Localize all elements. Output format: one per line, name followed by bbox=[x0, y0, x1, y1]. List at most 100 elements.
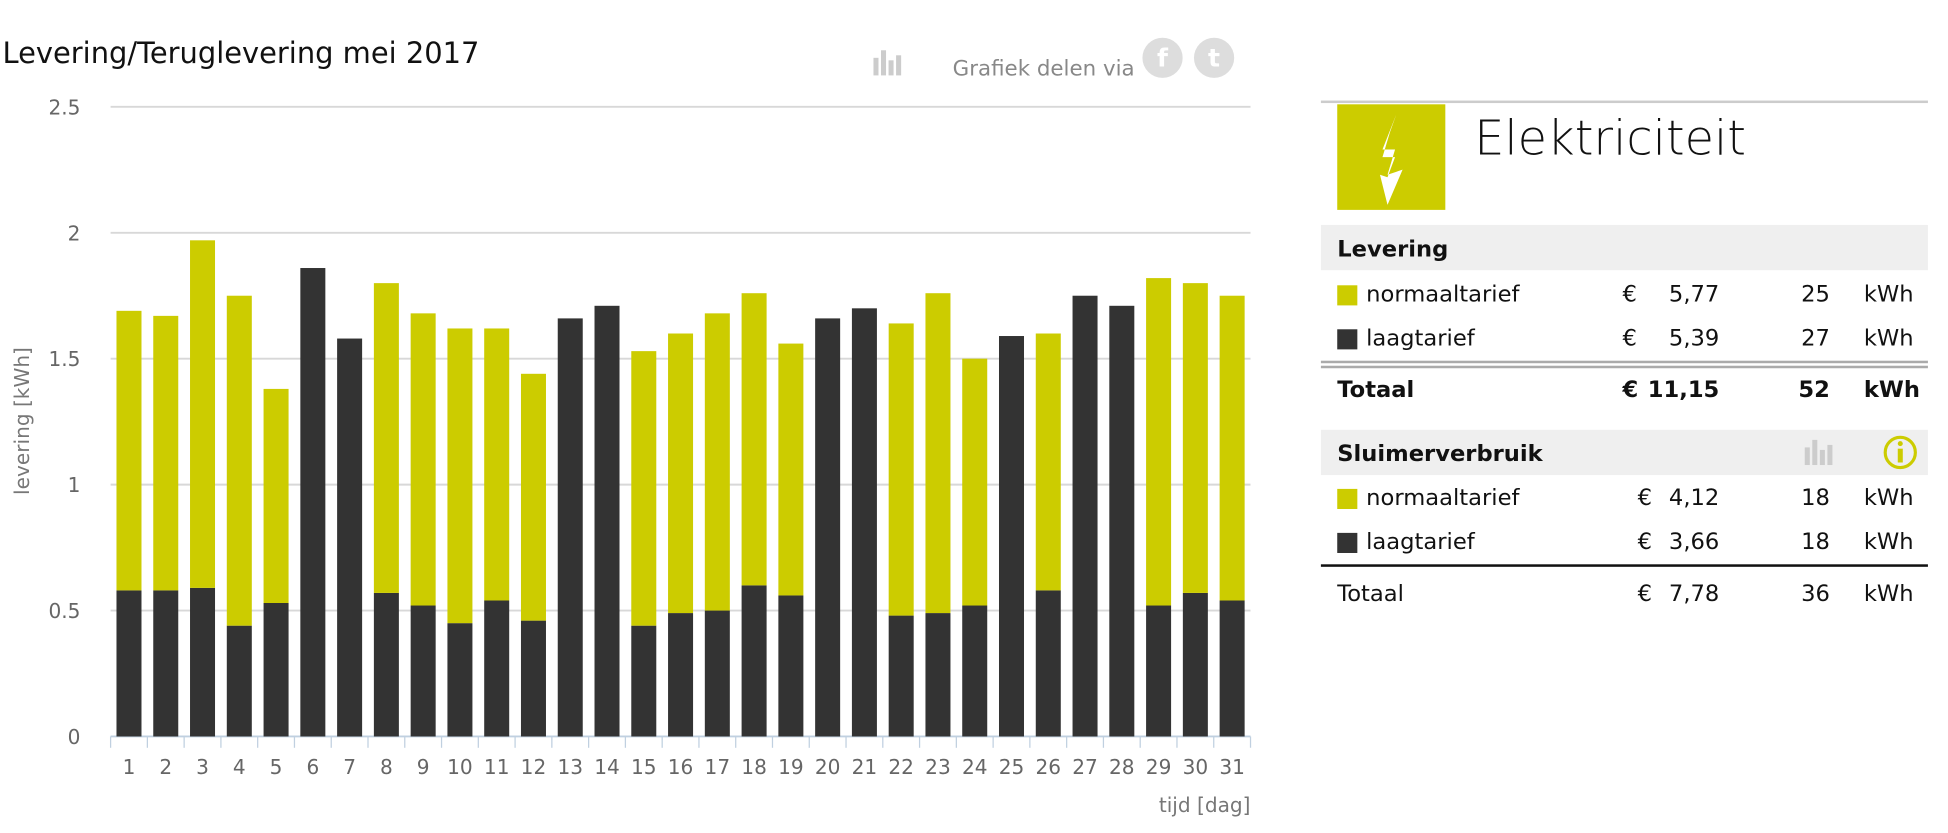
twitter-icon[interactable]: t bbox=[1193, 37, 1235, 78]
x-tick-label: 23 bbox=[925, 755, 951, 779]
bar-laagtarief bbox=[410, 605, 436, 737]
share-label: Grafiek delen via bbox=[952, 56, 1135, 82]
amount: 4,12 bbox=[1668, 485, 1720, 512]
x-tick-label: 27 bbox=[1072, 755, 1098, 779]
bar-normaaltarief bbox=[888, 323, 914, 616]
x-tick-label: 14 bbox=[594, 755, 620, 779]
sluimer-row-laag: laagtarief € 3,66 18 kWh bbox=[1321, 519, 1928, 562]
facebook-icon[interactable]: f bbox=[1142, 37, 1183, 78]
currency: € bbox=[1637, 485, 1653, 512]
bar-laagtarief bbox=[888, 615, 914, 737]
bar-laagtarief bbox=[447, 623, 473, 737]
bar-laagtarief bbox=[998, 336, 1025, 737]
bar-laagtarief bbox=[557, 318, 583, 737]
info-icon[interactable] bbox=[1883, 435, 1918, 470]
sluimer-heading: Sluimerverbruik bbox=[1320, 429, 1928, 476]
bar-laagtarief bbox=[1219, 600, 1245, 737]
x-tick-label: 22 bbox=[888, 755, 914, 779]
unit: kWh bbox=[1863, 580, 1914, 608]
bar-normaaltarief bbox=[153, 315, 179, 591]
bar-normaaltarief bbox=[631, 351, 657, 626]
legend-swatch bbox=[1337, 488, 1358, 510]
x-tick-label: 3 bbox=[196, 755, 209, 779]
bar-normaaltarief bbox=[190, 240, 216, 588]
bar-laagtarief bbox=[1146, 605, 1172, 737]
unit: kWh bbox=[1863, 377, 1920, 404]
bar-laagtarief bbox=[1035, 590, 1061, 737]
amount: 11,15 bbox=[1647, 377, 1720, 404]
bar-normaaltarief bbox=[704, 313, 730, 611]
x-tick-label: 15 bbox=[631, 755, 657, 779]
unit: kWh bbox=[1863, 281, 1914, 308]
bar-laagtarief bbox=[815, 318, 841, 737]
x-tick-label: 1 bbox=[123, 755, 136, 779]
x-tick-label: 17 bbox=[705, 755, 731, 779]
bar-normaaltarief bbox=[668, 333, 694, 614]
kwh: 18 bbox=[1801, 529, 1830, 556]
currency: € bbox=[1622, 281, 1637, 308]
divider bbox=[1320, 360, 1928, 369]
currency: € bbox=[1622, 377, 1639, 404]
bar-normaaltarief bbox=[778, 343, 804, 596]
bar-normaaltarief bbox=[447, 328, 473, 624]
x-tick-label: 30 bbox=[1183, 755, 1209, 779]
legend-swatch bbox=[1337, 329, 1358, 350]
x-tick-label: 25 bbox=[999, 755, 1025, 779]
y-tick-label: 0.5 bbox=[48, 599, 80, 623]
chart-icon[interactable] bbox=[871, 45, 904, 78]
x-tick-label: 19 bbox=[778, 755, 804, 779]
bar-laagtarief bbox=[668, 613, 694, 737]
bar-normaaltarief bbox=[373, 283, 399, 593]
x-tick-label: 13 bbox=[557, 755, 583, 779]
currency: € bbox=[1637, 529, 1653, 556]
bar-normaaltarief bbox=[520, 373, 546, 621]
chart-icon[interactable] bbox=[1802, 435, 1835, 468]
x-tick-label: 6 bbox=[306, 755, 319, 779]
x-tick-label: 18 bbox=[741, 755, 767, 779]
bar-laagtarief bbox=[631, 625, 657, 737]
bar-laagtarief bbox=[373, 592, 399, 737]
y-axis-label: levering [kWh] bbox=[10, 347, 34, 495]
bar-laagtarief bbox=[925, 613, 951, 737]
bar-laagtarief bbox=[1109, 305, 1135, 737]
bar-normaaltarief bbox=[410, 313, 436, 606]
row-label: Totaal bbox=[1337, 580, 1404, 608]
bar-laagtarief bbox=[851, 308, 877, 737]
bar-laagtarief bbox=[226, 625, 252, 737]
x-tick-label: 21 bbox=[852, 755, 878, 779]
bar-laagtarief bbox=[778, 595, 804, 737]
kwh: 18 bbox=[1801, 485, 1830, 512]
x-tick-label: 9 bbox=[417, 755, 430, 779]
levering-heading: Levering bbox=[1320, 224, 1928, 271]
sluimer-total: Totaal € 7,78 36 kWh bbox=[1321, 571, 1928, 614]
y-tick-label: 2 bbox=[68, 221, 81, 245]
currency: € bbox=[1622, 325, 1637, 352]
divider bbox=[1320, 564, 1928, 567]
panel-title: Elektriciteit bbox=[1474, 110, 1746, 166]
x-tick-label: 24 bbox=[962, 755, 988, 779]
x-tick-label: 8 bbox=[380, 755, 393, 779]
row-label: normaaltarief bbox=[1366, 485, 1520, 512]
x-tick-label: 11 bbox=[484, 755, 510, 779]
kwh: 52 bbox=[1798, 377, 1830, 404]
row-label: laagtarief bbox=[1366, 325, 1475, 352]
unit: kWh bbox=[1863, 485, 1914, 512]
y-tick-label: 0 bbox=[68, 725, 81, 749]
x-tick-label: 4 bbox=[233, 755, 246, 779]
y-tick-label: 2.5 bbox=[48, 95, 80, 119]
x-tick-label: 20 bbox=[815, 755, 841, 779]
bar-laagtarief bbox=[337, 338, 363, 737]
bar-laagtarief bbox=[190, 587, 216, 737]
bar-laagtarief bbox=[741, 585, 767, 737]
row-label: Totaal bbox=[1337, 377, 1415, 404]
bar-normaaltarief bbox=[741, 293, 767, 586]
x-tick-label: 12 bbox=[521, 755, 547, 779]
bar-normaaltarief bbox=[116, 310, 142, 591]
bar-laagtarief bbox=[300, 268, 326, 737]
bar-normaaltarief bbox=[484, 328, 510, 601]
unit: kWh bbox=[1863, 529, 1914, 556]
x-tick-label: 26 bbox=[1035, 755, 1061, 779]
bar-laagtarief bbox=[1072, 295, 1098, 737]
